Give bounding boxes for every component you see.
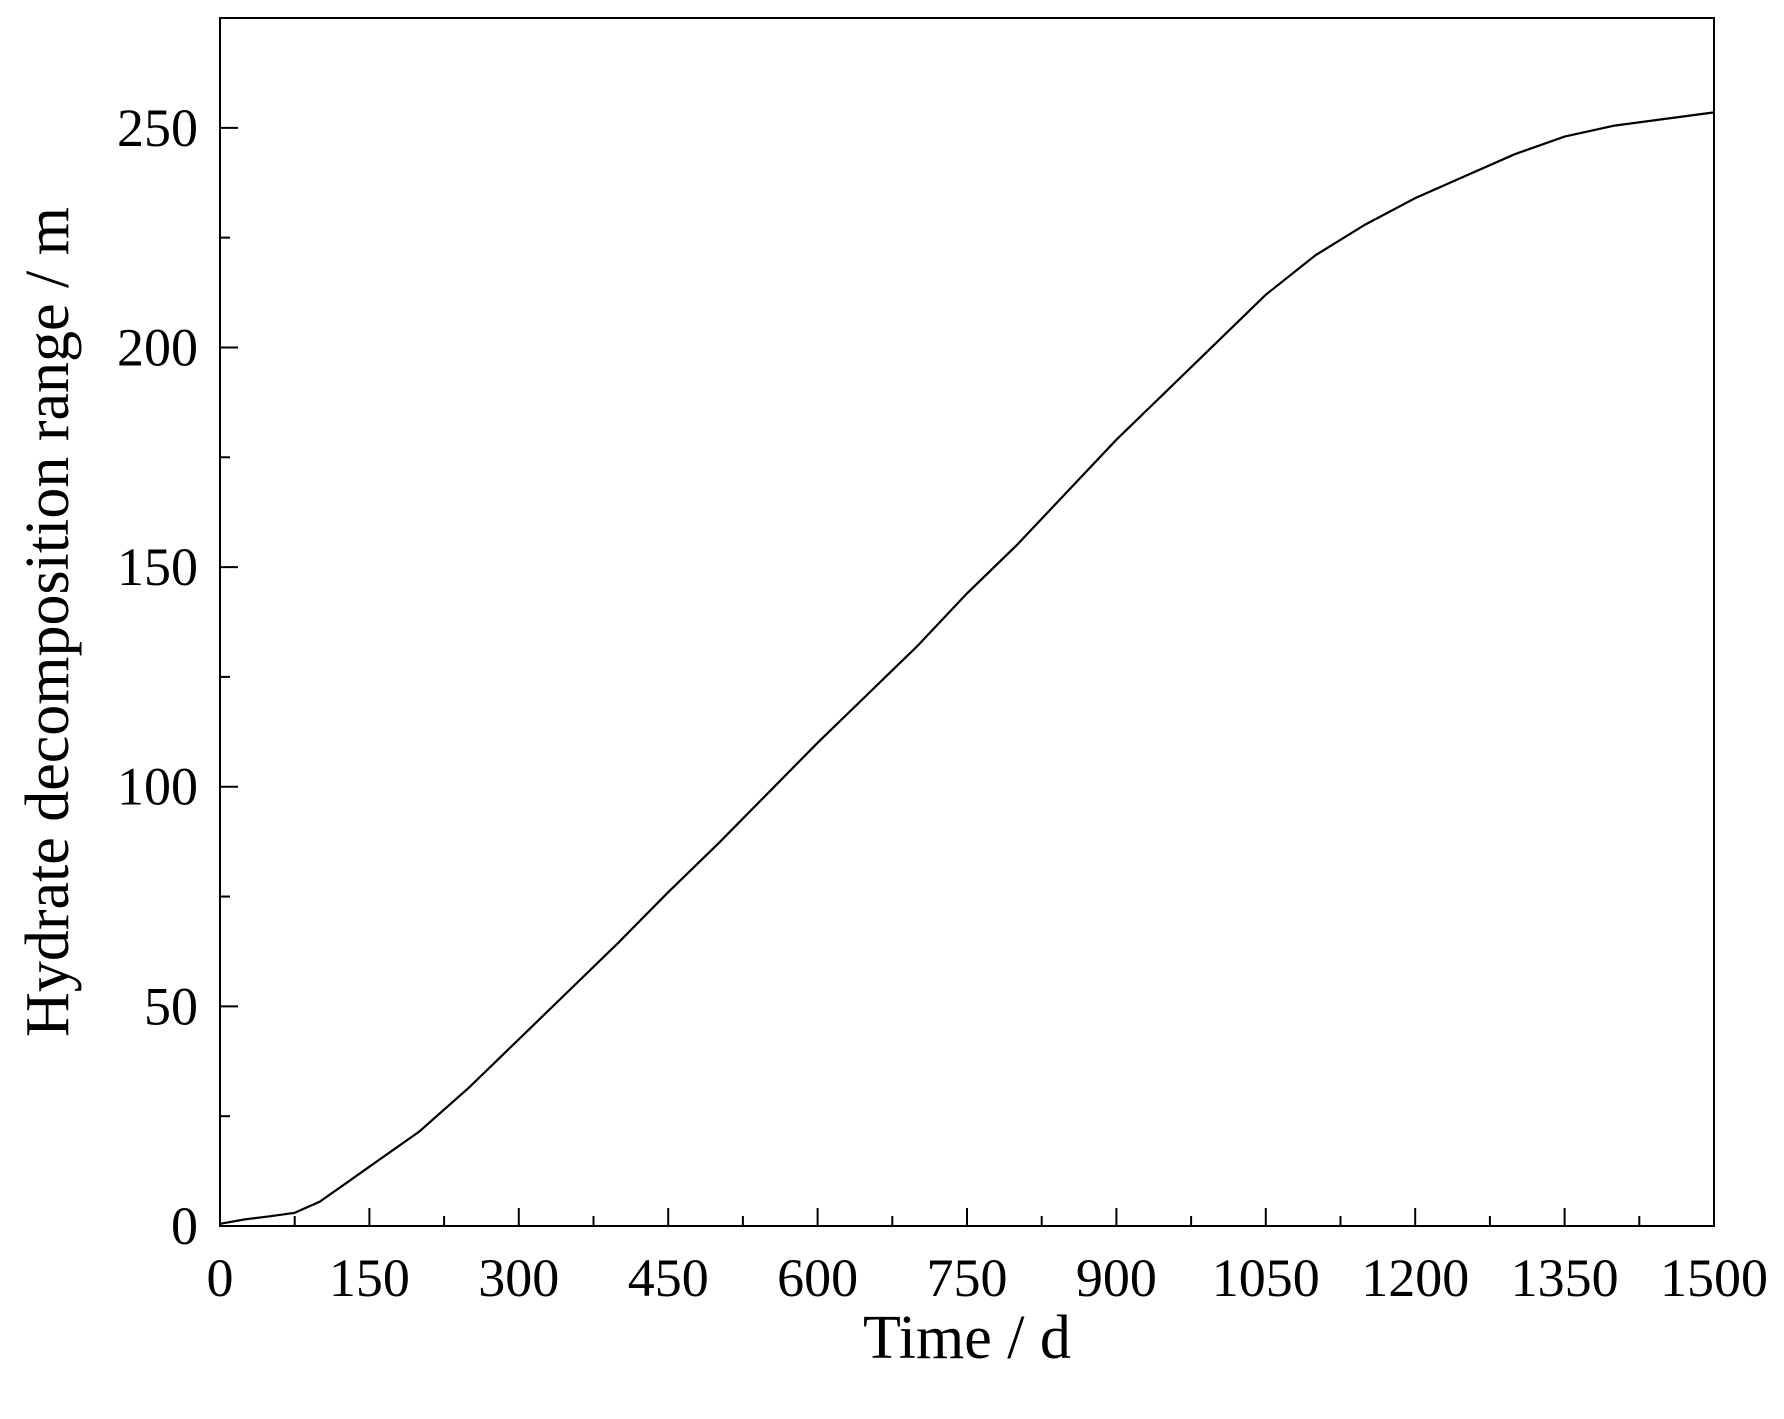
y-tick-label: 100	[117, 757, 198, 817]
y-axis-ticks	[220, 126, 238, 1227]
y-axis-tick-labels: 0 50 100 150 200 250	[117, 98, 198, 1256]
x-tick-label: 150	[329, 1248, 410, 1308]
y-axis-label: Hydrate decomposition range / m	[14, 207, 82, 1037]
x-tick-label: 450	[628, 1248, 709, 1308]
x-tick-label: 1200	[1361, 1248, 1469, 1308]
x-axis-label: Time / d	[863, 1304, 1071, 1372]
x-axis-tick-labels: 0 150 300 450 600 750 900 1050 1200 1350 1500	[207, 1248, 1769, 1308]
x-tick-label: 1500	[1660, 1248, 1768, 1308]
x-tick-label: 0	[207, 1248, 234, 1308]
y-tick-label: 150	[117, 537, 198, 597]
x-tick-label: 300	[478, 1248, 559, 1308]
x-axis-ticks	[219, 1208, 1715, 1226]
y-tick-label: 200	[117, 317, 198, 377]
y-tick-label: 0	[171, 1196, 198, 1256]
x-tick-label: 750	[927, 1248, 1008, 1308]
y-tick-label: 250	[117, 98, 198, 158]
x-tick-label: 900	[1076, 1248, 1157, 1308]
x-tick-label: 1050	[1212, 1248, 1320, 1308]
y-tick-label: 50	[144, 976, 198, 1036]
series-line	[219, 111, 1715, 1225]
plot-frame	[219, 17, 1715, 1227]
x-tick-label: 600	[777, 1248, 858, 1308]
x-tick-label: 1350	[1511, 1248, 1619, 1308]
